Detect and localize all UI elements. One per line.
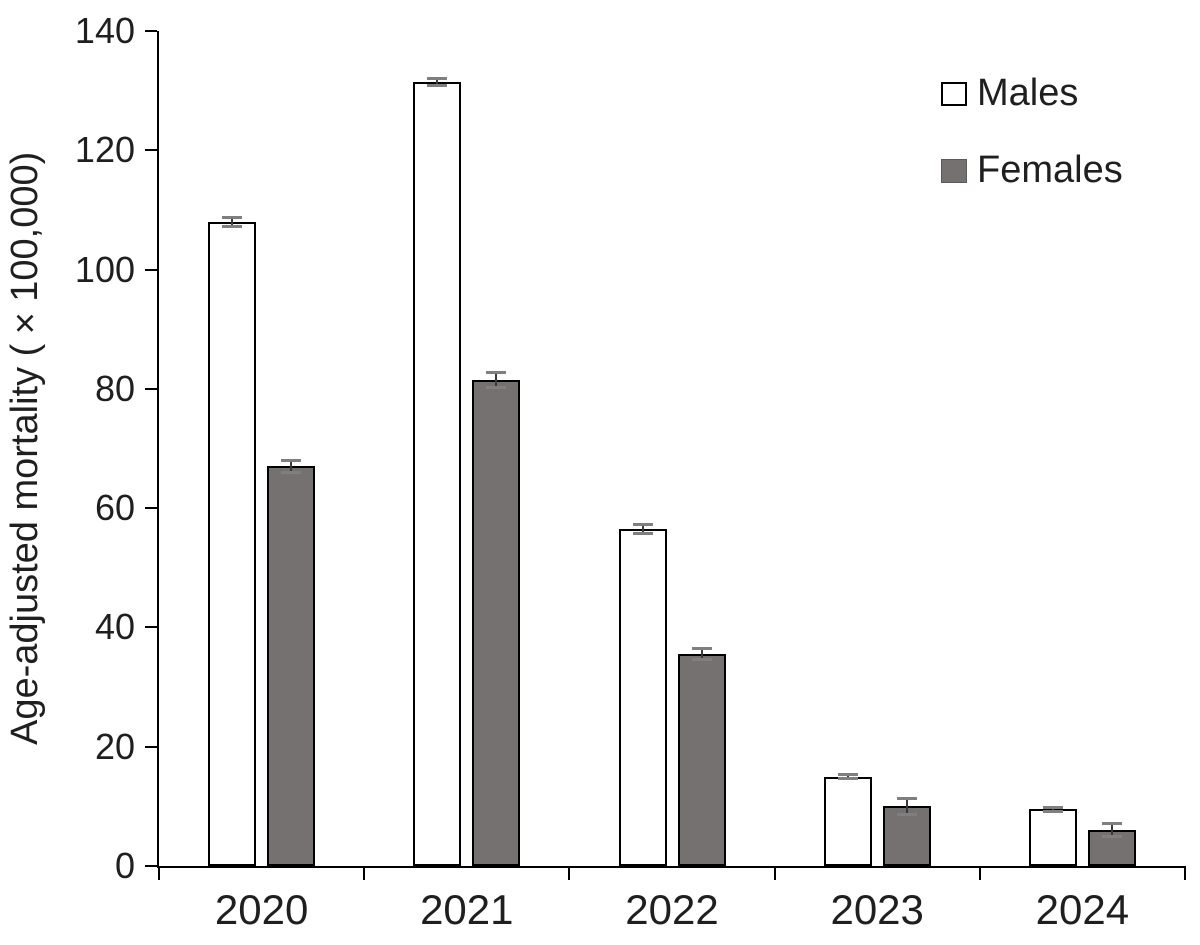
legend-label-males: Males	[977, 72, 1079, 114]
y-axis-line	[157, 31, 159, 868]
x-axis-tick	[158, 868, 160, 880]
legend-label-females: Females	[977, 149, 1123, 191]
y-axis-tick	[145, 507, 157, 510]
bar-females-2021	[472, 379, 521, 866]
x-axis-tick	[773, 868, 776, 880]
y-tick-label: 120	[74, 129, 135, 171]
x-axis-tick	[1184, 868, 1186, 880]
bar-males-2024	[1028, 809, 1077, 866]
error-bar-cap-top	[837, 773, 858, 777]
error-bar-cap-bottom	[281, 470, 302, 474]
error-bar-cap-bottom	[222, 224, 243, 228]
y-axis-tick	[145, 387, 157, 390]
error-bar-cap-top	[1101, 822, 1122, 826]
error-bar-cap-bottom	[632, 531, 653, 535]
error-bar	[700, 648, 703, 661]
error-bar	[641, 524, 644, 534]
bar-males-2022	[618, 529, 667, 866]
bar-females-2020	[267, 466, 316, 866]
error-bar	[905, 798, 908, 815]
legend-swatch-females	[941, 159, 967, 183]
x-tick-label: 2024	[1035, 886, 1130, 933]
error-bar-cap-top	[896, 797, 917, 800]
legend-swatch-males	[941, 82, 967, 106]
error-bar-cap-top	[691, 647, 712, 651]
x-axis-tick	[978, 868, 981, 880]
error-bar	[495, 371, 498, 389]
error-bar	[290, 459, 293, 473]
error-bar-cap-bottom	[486, 386, 507, 390]
error-bar-cap-bottom	[896, 812, 917, 816]
y-tick-label: 80	[94, 367, 135, 409]
error-bar-cap-top	[427, 76, 448, 80]
x-tick-label: 2022	[625, 886, 719, 933]
y-tick-label: 20	[94, 725, 135, 767]
y-axis-tick	[145, 865, 157, 867]
error-bar-cap-top	[1042, 805, 1063, 809]
error-bar-cap-bottom	[1101, 835, 1122, 839]
bar-females-2022	[677, 654, 726, 866]
error-bar-cap-bottom	[691, 658, 712, 662]
error-bar	[436, 77, 439, 86]
error-bar-cap-top	[281, 458, 302, 462]
y-axis-tick	[145, 149, 157, 152]
y-tick-label: 0	[114, 845, 135, 886]
y-tick-label: 140	[74, 10, 135, 51]
error-bar	[1110, 823, 1113, 838]
x-tick-label: 2021	[420, 886, 514, 933]
y-tick-label: 100	[74, 248, 135, 290]
error-bar-cap-top	[486, 370, 507, 374]
bar-males-2023	[823, 776, 872, 866]
error-bar	[1051, 806, 1054, 812]
y-axis-tick	[145, 626, 157, 629]
error-bar-cap-bottom	[837, 776, 858, 780]
error-bar-cap-bottom	[427, 83, 448, 87]
y-axis-tick	[145, 745, 157, 748]
error-bar	[231, 217, 234, 227]
y-axis-tick	[145, 30, 157, 32]
y-tick-label: 60	[94, 487, 135, 529]
x-tick-label: 2020	[214, 886, 309, 933]
error-bar-cap-top	[222, 216, 243, 220]
x-axis-tick	[568, 868, 571, 880]
error-bar-cap-bottom	[1042, 809, 1063, 813]
error-bar-cap-top	[632, 523, 653, 527]
plot-area: 0 20 40 60 80 100 120 140 2020 2021 2022 2023 2024	[75, 10, 1186, 933]
y-axis-tick	[145, 268, 157, 271]
bar-males-2021	[413, 81, 462, 866]
x-tick-label: 2023	[830, 886, 924, 933]
bar-males-2020	[208, 221, 257, 866]
y-tick-label: 40	[94, 606, 135, 648]
error-bar	[846, 774, 849, 779]
x-axis-line	[157, 866, 1186, 868]
x-axis-tick	[363, 868, 366, 880]
